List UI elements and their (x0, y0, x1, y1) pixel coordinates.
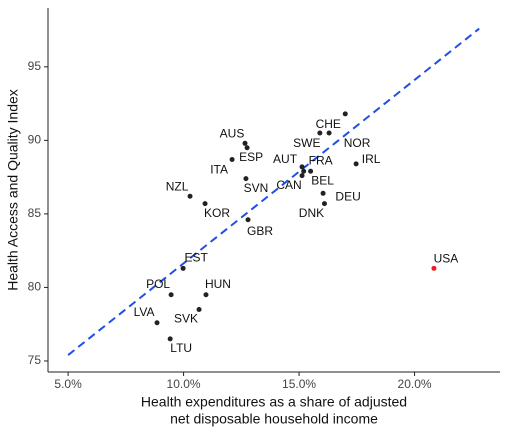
point-label: SWE (293, 136, 320, 150)
point-label: ITA (210, 163, 228, 177)
point (168, 292, 174, 298)
point (317, 130, 323, 136)
point-label: POL (146, 277, 170, 291)
y-tick-label: 80 (28, 280, 42, 294)
x-tick-label: 10.0% (167, 377, 201, 391)
point-label: LTU (170, 341, 192, 355)
point-label: LVA (134, 305, 155, 319)
y-tick-label: 75 (28, 353, 42, 367)
point (431, 265, 437, 271)
point (242, 140, 248, 146)
point-label: EST (184, 250, 208, 264)
point (202, 201, 208, 207)
point-label: NZL (166, 179, 189, 193)
point (229, 156, 235, 162)
x-tick-label: 5.0% (54, 377, 82, 391)
point-label: GBR (247, 224, 273, 238)
trend-line (67, 27, 480, 356)
point (187, 193, 193, 199)
point (203, 292, 209, 298)
point (167, 336, 173, 342)
y-tick-label: 85 (28, 206, 42, 220)
point (243, 176, 249, 182)
point-label: USA (434, 251, 459, 265)
point (244, 145, 250, 151)
y-tick-label: 90 (28, 133, 42, 147)
point (196, 306, 202, 312)
point (320, 190, 326, 196)
y-tick-label: 95 (28, 59, 42, 73)
point (353, 161, 359, 167)
x-axis-label: Health expenditures as a share of adjust… (141, 394, 407, 410)
point-label: CAN (276, 178, 301, 192)
point-label: ESP (239, 150, 263, 164)
point-label: SVK (174, 312, 198, 326)
point-label: SVN (244, 181, 269, 195)
point (301, 168, 307, 174)
point (180, 265, 186, 271)
x-tick-label: 15.0% (282, 377, 316, 391)
point-label: CHE (316, 117, 341, 131)
point-label: NOR (344, 136, 371, 150)
y-axis-label: Health Access and Quality Index (5, 89, 21, 291)
point-label: FRA (309, 153, 333, 167)
point (342, 111, 348, 117)
point (308, 168, 314, 174)
point-label: BEL (311, 173, 334, 187)
point (321, 201, 327, 207)
point-label: AUT (273, 152, 298, 166)
point (326, 130, 332, 136)
point-label: KOR (204, 206, 230, 220)
point-label: DNK (299, 206, 324, 220)
point (245, 217, 251, 223)
x-tick-label: 20.0% (398, 377, 432, 391)
point (299, 164, 305, 170)
point-label: IRL (362, 152, 381, 166)
point-label: AUS (220, 126, 245, 140)
point (154, 320, 160, 326)
x-axis-label: net disposable household income (170, 411, 378, 427)
point-label: HUN (205, 277, 231, 291)
point-label: DEU (335, 189, 360, 203)
point (299, 173, 305, 179)
